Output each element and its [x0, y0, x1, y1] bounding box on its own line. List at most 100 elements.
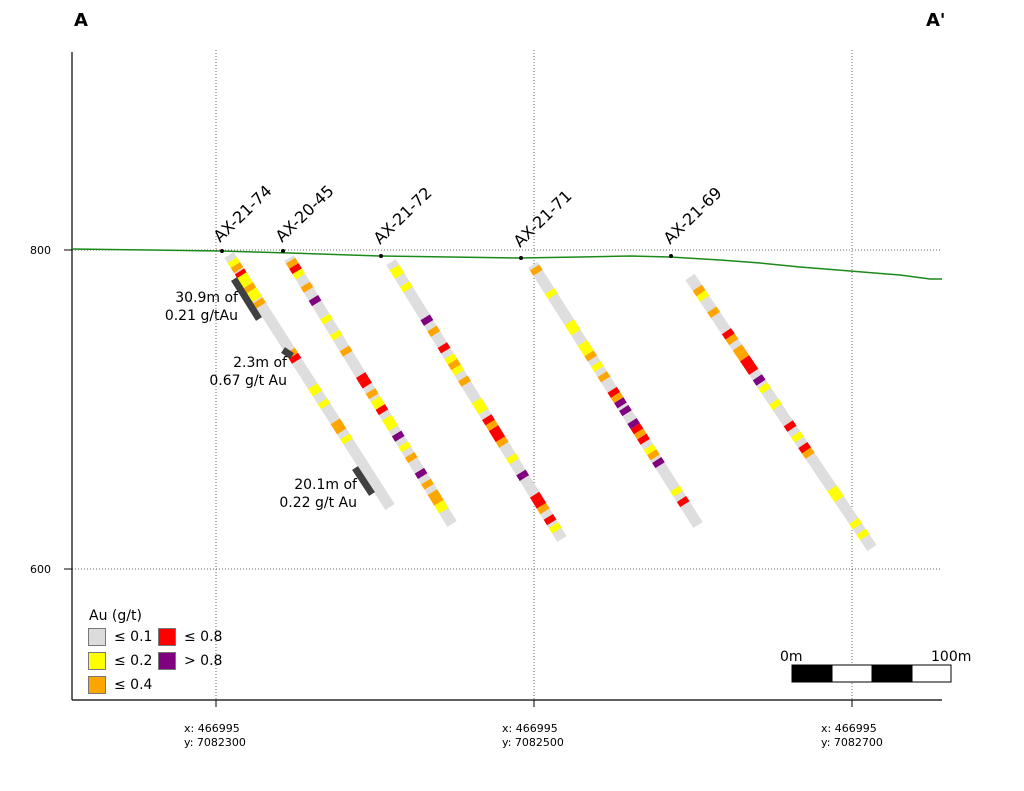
assay-interval [647, 449, 660, 461]
assay-interval [447, 358, 461, 371]
assay-interval [597, 371, 611, 383]
assay-interval [721, 328, 735, 340]
collar-point [281, 249, 285, 253]
legend-swatch [88, 628, 106, 646]
intercept-bars [231, 277, 375, 496]
legend-title: Au (g/t) [89, 608, 142, 624]
assay-interval [614, 397, 627, 409]
collar-point [519, 256, 523, 260]
assay-interval [584, 350, 598, 362]
collars [220, 249, 673, 260]
assay-interval [340, 433, 353, 445]
assay-interval [250, 292, 262, 303]
intercept-grade: 0.22 g/t Au [279, 495, 357, 511]
elevation-label-800: 800 [30, 244, 51, 257]
grade-legend: Au (g/t) ≤ 0.1 ≤ 0.8 ≤ 0.2 > 0.8 ≤ 0.4 [86, 608, 236, 698]
assay-interval [619, 405, 632, 417]
assay-interval [736, 349, 750, 362]
assay-interval [488, 425, 506, 443]
coordinate-x: x: 466995 [184, 722, 240, 735]
assay-interval [253, 297, 266, 309]
intercept-length: 30.9m of [175, 290, 238, 306]
assay-interval [288, 352, 302, 364]
collar-point [379, 254, 383, 258]
coordinate-x: x: 466995 [821, 722, 877, 735]
assay-interval [790, 431, 804, 443]
hole-label-ax-21-72: AX-21-72 [370, 183, 436, 248]
intercept-annotation-3: 20.1m of 0.22 g/t Au [279, 476, 357, 512]
grid [72, 50, 942, 700]
intercept-grade: 0.67 g/t Au [209, 373, 287, 389]
assay-interval [652, 457, 665, 469]
hole-label-ax-21-69: AX-21-69 [660, 183, 726, 248]
assay-interval [607, 386, 621, 398]
intercept-length: 20.1m of [294, 477, 357, 493]
legend-swatch [158, 628, 176, 646]
hole-label-ax-21-74: AX-21-74 [210, 181, 276, 246]
assay-interval [543, 513, 557, 526]
scale-seg-1 [791, 664, 833, 683]
legend-item: ≤ 0.8 [158, 628, 222, 646]
intercept-bar-2 [281, 347, 294, 359]
assay-interval [414, 467, 428, 479]
assay-interval [533, 497, 547, 509]
assay-interval [745, 363, 759, 375]
assay-interval [758, 382, 772, 394]
scale-seg-2 [831, 664, 873, 683]
assay-interval [696, 290, 710, 302]
assay-interval [427, 489, 444, 506]
assay-interval [769, 398, 782, 411]
assay-interval [230, 262, 244, 274]
assay-interval [564, 319, 581, 336]
assay-interval [516, 469, 530, 481]
intercept-grade: 0.21 g/tAu [164, 308, 238, 324]
coordinate-y: y: 7082500 [502, 736, 564, 749]
assay-interval [485, 419, 499, 432]
assay-interval [529, 491, 543, 504]
assay-interval [637, 433, 650, 445]
assay-interval [434, 499, 449, 514]
assay-interval [670, 485, 683, 497]
assay-interval [382, 414, 399, 432]
assay-interval [243, 282, 257, 294]
legend-label: ≤ 0.1 [114, 629, 153, 645]
legend-label: ≤ 0.8 [184, 629, 223, 645]
assay-interval [676, 496, 690, 508]
assay-interval [237, 272, 253, 289]
elevation-label-600: 600 [30, 563, 51, 576]
assay-interval [630, 423, 644, 435]
assay-interval [292, 268, 306, 280]
assay-interval [370, 396, 385, 410]
assay-interval [495, 436, 509, 448]
assay-interval [308, 295, 322, 307]
legend-swatch [88, 652, 106, 670]
scale-bar [791, 664, 952, 683]
assay-interval [427, 325, 441, 337]
hole-labels: AX-21-74 AX-20-45 AX-21-72 AX-21-71 AX-2… [210, 181, 726, 251]
intercept-annotation-1: 30.9m of 0.21 g/tAu [165, 289, 238, 325]
drillhole-trace-5 [685, 273, 877, 552]
assay-interval [330, 418, 344, 430]
scale-bar-start-label: 0m [780, 649, 803, 665]
legend-swatch [158, 652, 176, 670]
assay-interval [227, 257, 241, 269]
assay-interval [246, 287, 260, 299]
assay-interval [707, 306, 721, 319]
assay-interval [801, 447, 815, 459]
section-end-label: A' [926, 10, 946, 31]
collar-point [220, 249, 224, 253]
legend-label: ≤ 0.2 [114, 653, 153, 669]
assay-interval [506, 453, 519, 465]
legend-item: ≤ 0.2 [88, 652, 152, 670]
assay-interval [610, 392, 624, 404]
coordinate-x: x: 466995 [502, 722, 558, 735]
assay-interval [740, 355, 755, 370]
assay-interval [827, 485, 841, 497]
assay-interval [458, 375, 471, 387]
assay-interval [329, 329, 343, 341]
assay-interval [285, 257, 299, 269]
hole-label-ax-20-45: AX-20-45 [272, 181, 338, 246]
assay-interval [391, 430, 405, 442]
assay-interval [399, 281, 413, 293]
